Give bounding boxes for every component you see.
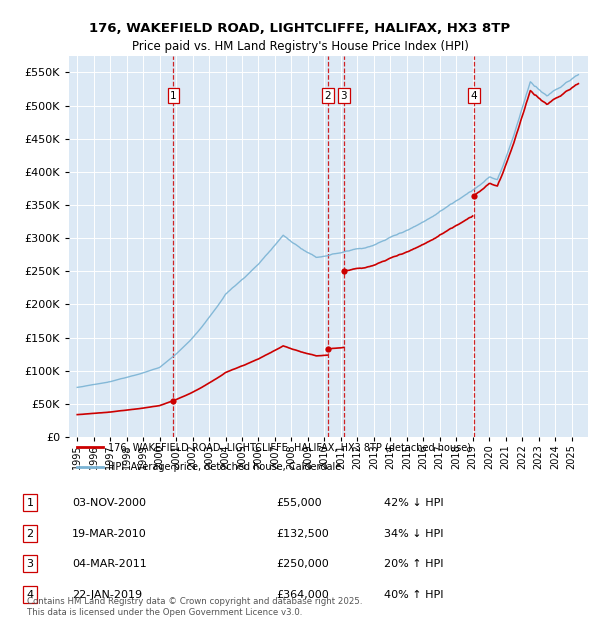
- Text: £55,000: £55,000: [276, 498, 322, 508]
- Text: Contains HM Land Registry data © Crown copyright and database right 2025.
This d: Contains HM Land Registry data © Crown c…: [27, 598, 362, 617]
- Text: 19-MAR-2010: 19-MAR-2010: [72, 529, 147, 539]
- Text: 20% ↑ HPI: 20% ↑ HPI: [384, 559, 443, 569]
- Text: 34% ↓ HPI: 34% ↓ HPI: [384, 529, 443, 539]
- Text: 40% ↑ HPI: 40% ↑ HPI: [384, 590, 443, 600]
- Text: 176, WAKEFIELD ROAD, LIGHTCLIFFE, HALIFAX, HX3 8TP: 176, WAKEFIELD ROAD, LIGHTCLIFFE, HALIFA…: [89, 22, 511, 35]
- Text: £364,000: £364,000: [276, 590, 329, 600]
- Text: 3: 3: [26, 559, 34, 569]
- Text: 1: 1: [170, 91, 177, 100]
- Text: 2: 2: [26, 529, 34, 539]
- Text: £250,000: £250,000: [276, 559, 329, 569]
- Text: 03-NOV-2000: 03-NOV-2000: [72, 498, 146, 508]
- Text: 1: 1: [26, 498, 34, 508]
- Text: 04-MAR-2011: 04-MAR-2011: [72, 559, 147, 569]
- Text: 4: 4: [26, 590, 34, 600]
- Text: 2: 2: [325, 91, 331, 100]
- Text: 42% ↓ HPI: 42% ↓ HPI: [384, 498, 443, 508]
- Text: 176, WAKEFIELD ROAD, LIGHTCLIFFE, HALIFAX, HX3 8TP (detached house): 176, WAKEFIELD ROAD, LIGHTCLIFFE, HALIFA…: [108, 442, 471, 452]
- Text: 3: 3: [340, 91, 347, 100]
- Text: HPI: Average price, detached house, Calderdale: HPI: Average price, detached house, Cald…: [108, 463, 341, 472]
- Text: 22-JAN-2019: 22-JAN-2019: [72, 590, 142, 600]
- Text: £132,500: £132,500: [276, 529, 329, 539]
- Text: 4: 4: [470, 91, 477, 100]
- Text: Price paid vs. HM Land Registry's House Price Index (HPI): Price paid vs. HM Land Registry's House …: [131, 40, 469, 53]
